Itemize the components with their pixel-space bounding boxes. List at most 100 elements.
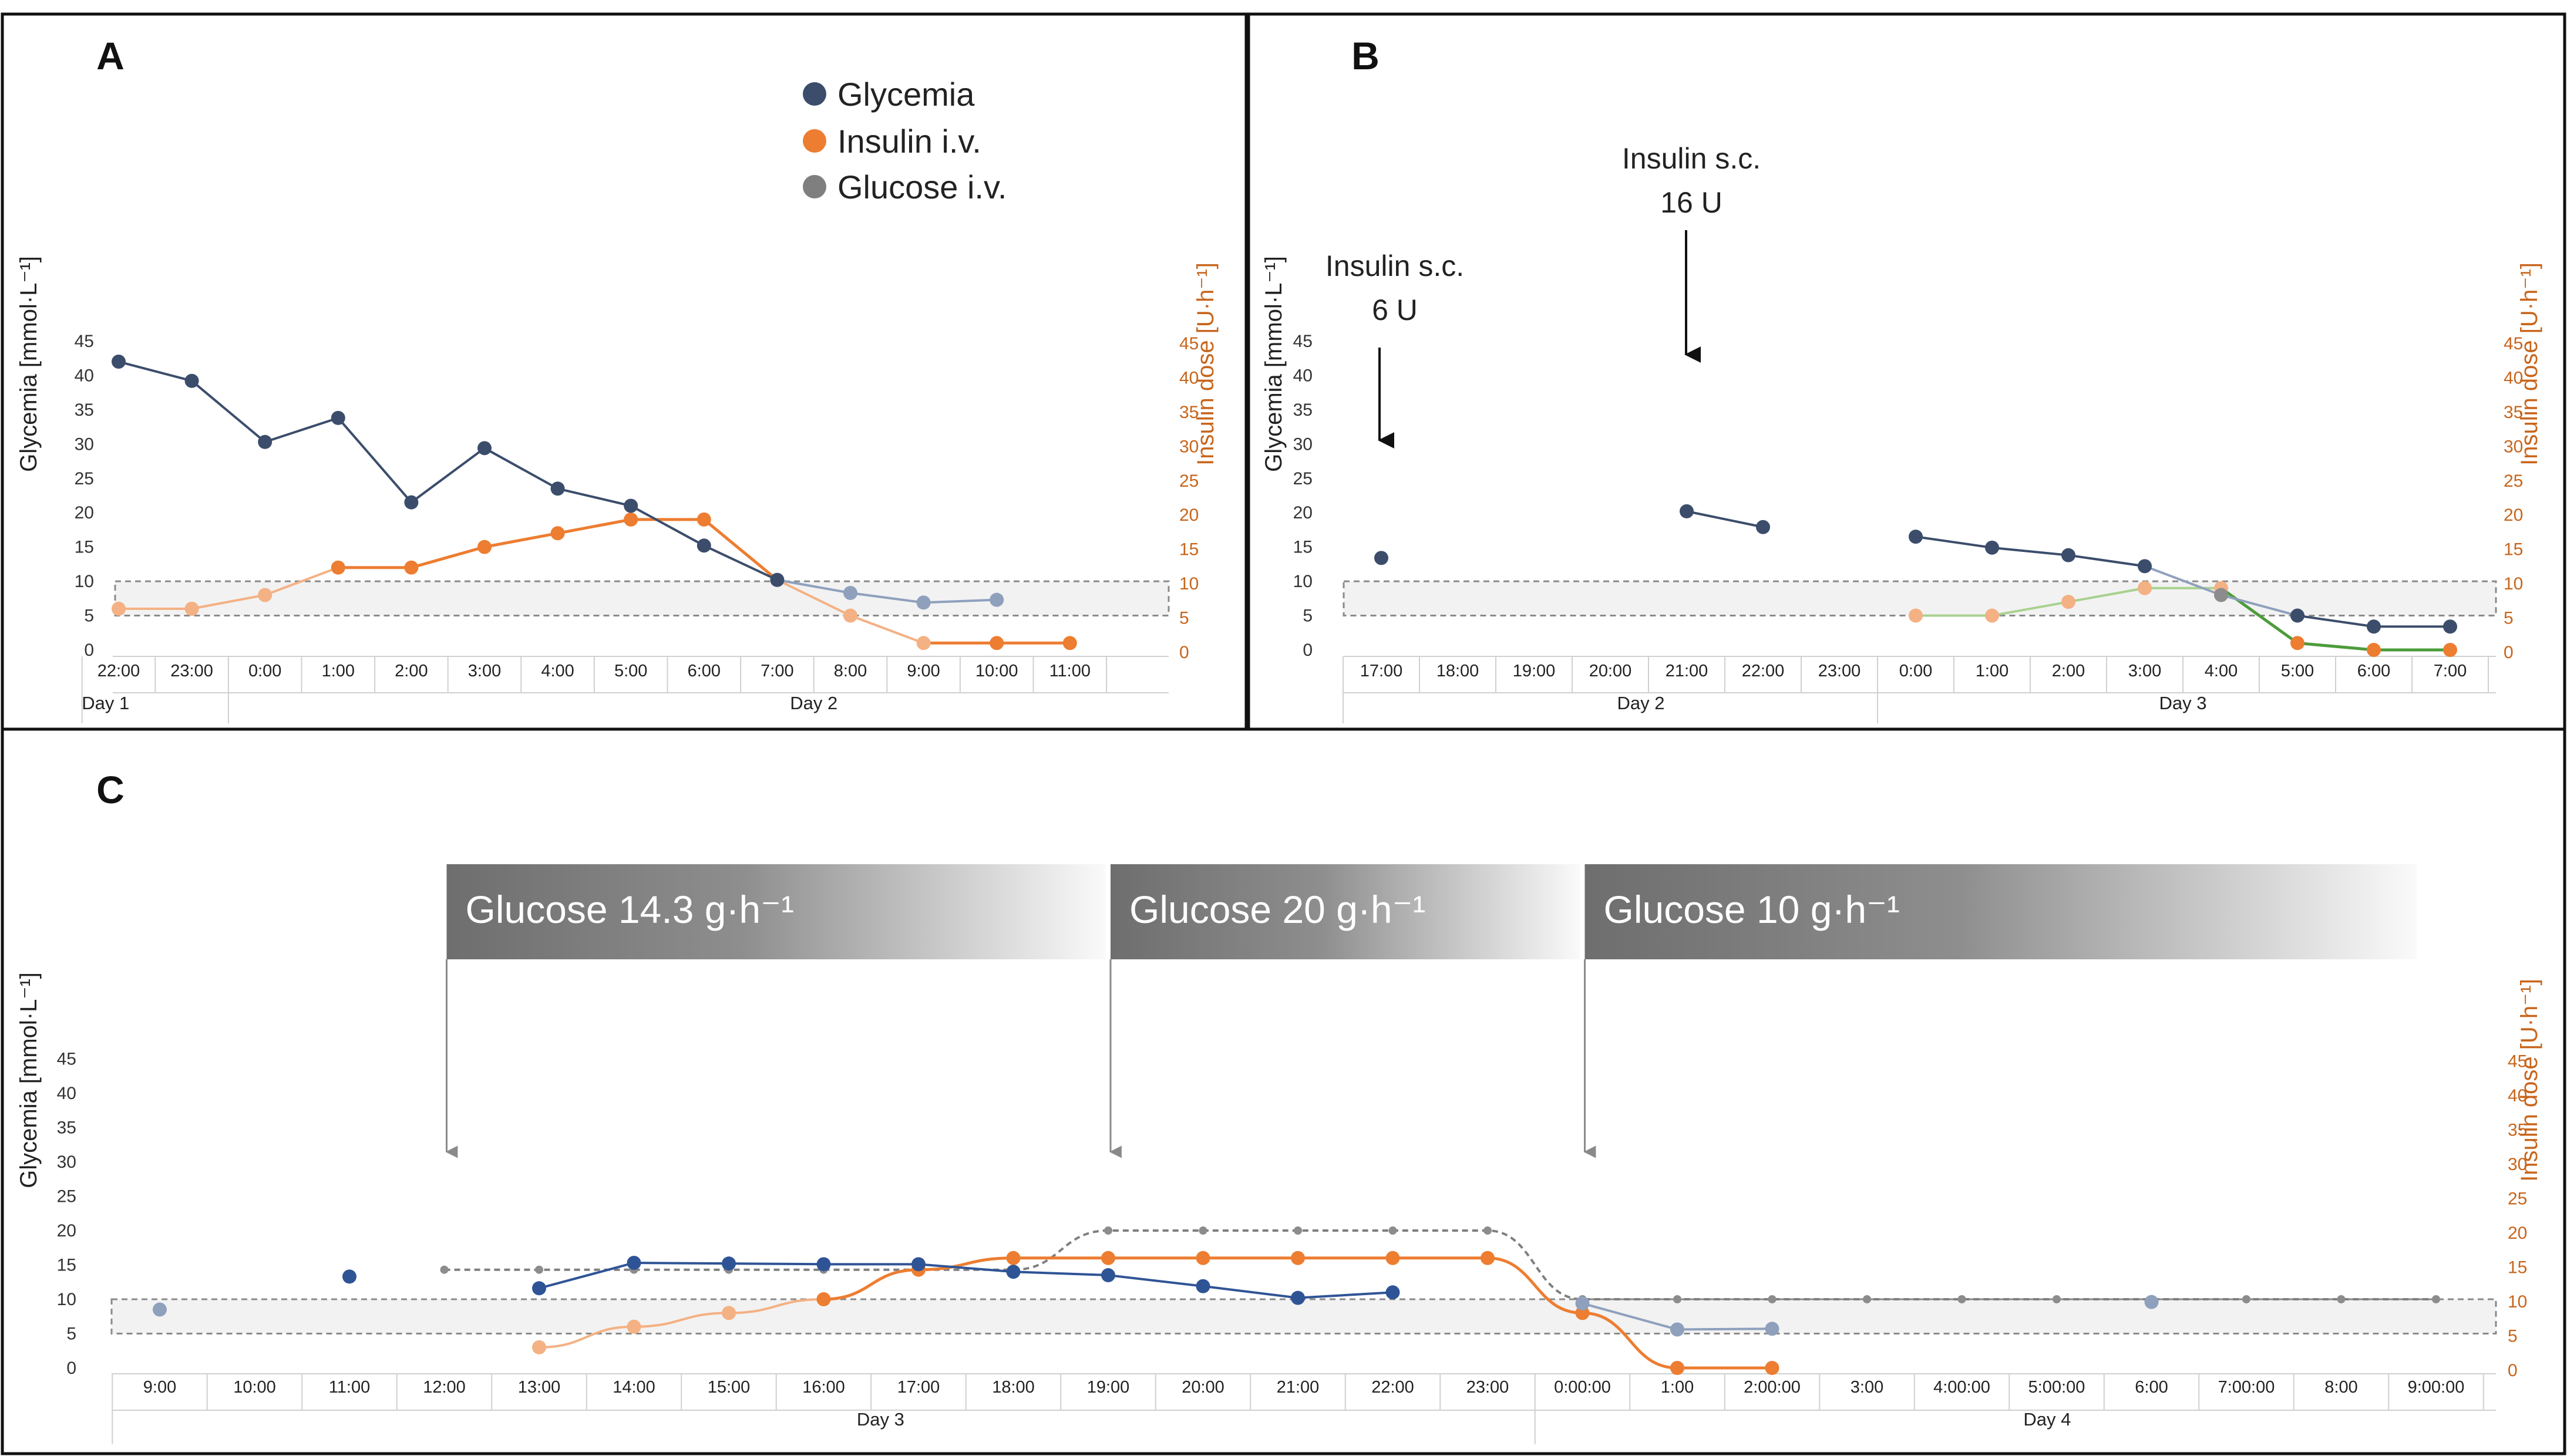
x-tick-label: 13:00 [518,1378,561,1397]
panel-c-frame [1,727,2566,1455]
glycemia-point [1385,1285,1400,1300]
x-tick-label: 1:00 [1976,662,2008,680]
x-tick-label: 15:00 [708,1378,751,1397]
insulin-point [816,1292,831,1306]
glycemia-point [477,441,492,456]
annotation-1-line2: 6 U [1372,294,1418,326]
y2-tick-label: 30 [2504,437,2523,456]
insulin-point [1670,1361,1684,1375]
y-tick-label: 45 [57,1050,76,1069]
panel-b: 0 0 5 5 10 10 15 15 20 20 25 25 30 30 35 35 40 40 45 45 Glyc… [1261,34,2542,723]
day-label: Day 1 [82,693,129,713]
glycemia-point [1101,1268,1115,1283]
x-tick-label: 23:00 [1466,1378,1509,1397]
insulin-point-light [2061,595,2075,609]
x-tick-label: 0:00 [1899,662,1932,680]
insulin-point-light [184,601,199,616]
y2-tick-label: 40 [2504,368,2523,387]
x-tick-label: 23:00 [1818,662,1861,680]
y2-axis-title: Insulin dose [U·h⁻¹] [2516,262,2542,466]
x-tick-label: 18:00 [992,1378,1035,1397]
x-tick-label: 20:00 [1182,1378,1224,1397]
y-tick-label: 35 [1293,400,1313,420]
legend-insulin-label: Insulin i.v. [837,123,981,160]
y-tick-label: 30 [1293,434,1313,454]
y2-tick-label: 45 [2508,1052,2527,1071]
glycemia-point-estimated [1670,1322,1684,1337]
glycemia-point [697,538,711,553]
insulin-point [331,560,345,575]
y2-tick-label: 15 [1179,540,1199,560]
y2-tick-label: 10 [2504,574,2523,594]
insulin-point-light [627,1319,641,1334]
insulin-line-light [119,566,339,610]
x-tick-label: 21:00 [1666,662,1708,680]
glucose-point [2337,1295,2346,1303]
glycemia-point [2367,619,2381,634]
y-tick-label: 5 [1303,606,1313,626]
y-tick-label: 10 [57,1290,76,1309]
glycemia-point [342,1269,356,1284]
y-tick-label: 5 [66,1324,76,1344]
x-tick-label: 2:00 [395,662,428,680]
target-range-band [114,580,1170,617]
y2-tick-label: 5 [1179,609,1189,628]
panel-letter: A [96,34,125,77]
x-tick-label: 14:00 [613,1378,655,1397]
glycemia-point [550,481,565,496]
glucose-point [2432,1295,2440,1303]
y-tick-label: 20 [57,1221,76,1241]
glucose-banner [1111,864,1580,959]
insulin-point [1006,1251,1021,1265]
glycemia-point [911,1257,926,1272]
y-tick-label: 0 [66,1359,76,1378]
y2-tick-label: 25 [1179,471,1199,491]
y-tick-label: 20 [1293,503,1313,523]
y2-tick-label: 40 [1179,368,1199,387]
insulin-point [2367,643,2381,657]
glycemia-point [722,1256,736,1271]
y-tick-label: 25 [1293,469,1313,488]
target-range-band [110,1298,2497,1334]
glycemia-point [258,434,272,449]
glycemia-point [404,495,419,510]
x-tick-label: 9:00:00 [2408,1378,2465,1397]
x-tick-label: 10:00 [975,662,1018,680]
insulin-point [404,560,419,575]
insulin-point [990,636,1004,651]
x-tick-label: 11:00 [329,1378,370,1397]
panel-a: 0 0 5 5 10 10 15 15 20 20 25 25 30 30 35 35 40 40 45 45 Glyc… [16,34,1219,723]
y-tick-label: 0 [84,641,94,660]
glycemia-line [1915,535,2145,568]
x-tick-label: 3:00 [2128,662,2161,680]
glycemia-point [2138,559,2152,574]
y2-tick-label: 20 [2508,1224,2527,1243]
glucose-banner [1584,864,2417,959]
glycemia-point [627,1255,641,1270]
y2-tick-label: 25 [2508,1189,2527,1209]
insulin-point-light [1909,608,1923,623]
glycemia-point [2061,548,2075,562]
glucose-point [1768,1295,1777,1303]
y2-tick-label: 15 [2508,1258,2527,1278]
y2-tick-label: 0 [2504,643,2514,662]
y2-tick-label: 30 [2508,1155,2527,1174]
y2-tick-label: 20 [1179,505,1199,525]
insulin-point [1291,1251,1305,1265]
glycemia-point [1196,1279,1210,1293]
y-tick-label: 45 [75,332,94,351]
annotation-2-line2: 16 U [1660,186,1722,219]
y2-tick-label: 5 [2508,1327,2518,1346]
glycemia-point [1909,530,1923,544]
insulin-point-light [916,636,931,651]
glucose-point [535,1265,543,1274]
y2-tick-label: 25 [2504,471,2523,491]
panel-c: 0 0 5 5 10 10 15 15 20 20 25 25 30 30 35 35 40 40 45 45 Glyc… [16,768,2542,1444]
x-tick-label: 7:00:00 [2218,1378,2275,1397]
glucose-banners: Glucose 14.3 g·h⁻¹ Glucose 20 g·h⁻¹ Glucos… [445,864,2417,1158]
glycemia-point-estimated [153,1302,167,1317]
panel-b-frame [1247,12,2566,731]
x-tick-label: 22:00 [1742,662,1785,680]
x-tick-label: 9:00 [907,662,940,680]
glucose-point [440,1265,449,1274]
